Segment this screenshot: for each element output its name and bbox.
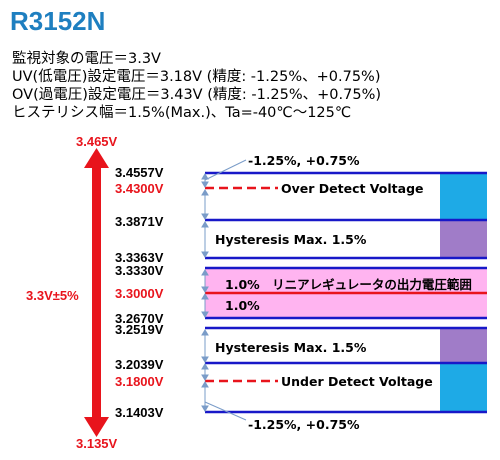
uv-accuracy-note: -1.25%, +0.75% xyxy=(248,417,360,432)
level-label-33363: 3.3363V xyxy=(115,250,164,265)
level-label-33000: 3.3000V xyxy=(115,286,164,301)
uv-hysteresis-bar xyxy=(440,328,487,363)
range-bottom-label: 3.135V xyxy=(76,436,118,451)
ov-accuracy-note: -1.25%, +0.75% xyxy=(248,153,360,168)
level-label-32670: 3.2670V xyxy=(115,311,164,326)
level-label-31800: 3.1800V xyxy=(115,374,164,389)
ov-hysteresis-bar xyxy=(440,220,487,258)
range-top-label: 3.465V xyxy=(76,134,118,149)
ov-detect-label: Over Detect Voltage xyxy=(281,181,424,196)
level-label-34557: 3.4557V xyxy=(115,165,164,180)
info-monitor-voltage: 監視対象の電圧＝3.3V xyxy=(12,51,161,67)
level-label-34300: 3.4300V xyxy=(115,181,164,196)
page-title: R3152N xyxy=(10,6,106,36)
range-double-arrow xyxy=(84,148,109,437)
level-label-32519: 3.2519V xyxy=(115,322,164,337)
measurement-arrows xyxy=(201,159,247,421)
regulator-range-label: 1.0% リニアレギュレータの出力電圧範囲 xyxy=(225,277,472,292)
level-label-31403: 3.1403V xyxy=(115,405,164,420)
info-hysteresis: ヒステリシス幅＝1.5%(Max.)、Ta=-40℃～125℃ xyxy=(12,105,352,121)
ov-hysteresis-label: Hysteresis Max. 1.5% xyxy=(215,232,367,247)
level-label-32039: 3.2039V xyxy=(115,357,164,372)
info-ov-setting: OV(過電圧)設定電圧＝3.43V (精度: -1.25%、+0.75%) xyxy=(12,87,382,103)
uv-accuracy-bar xyxy=(440,363,487,412)
level-label-33871: 3.3871V xyxy=(115,214,164,229)
uv-detect-label: Under Detect Voltage xyxy=(281,374,433,389)
info-uv-setting: UV(低電圧)設定電圧＝3.18V (精度: -1.25%、+0.75%) xyxy=(12,69,381,85)
ov-accuracy-bar xyxy=(440,173,487,220)
level-label-33330: 3.3330V xyxy=(115,263,164,278)
uv-hysteresis-label: Hysteresis Max. 1.5% xyxy=(215,340,367,355)
regulator-low-label: 1.0% xyxy=(225,298,260,313)
range-center-label: 3.3V±5% xyxy=(26,288,79,303)
